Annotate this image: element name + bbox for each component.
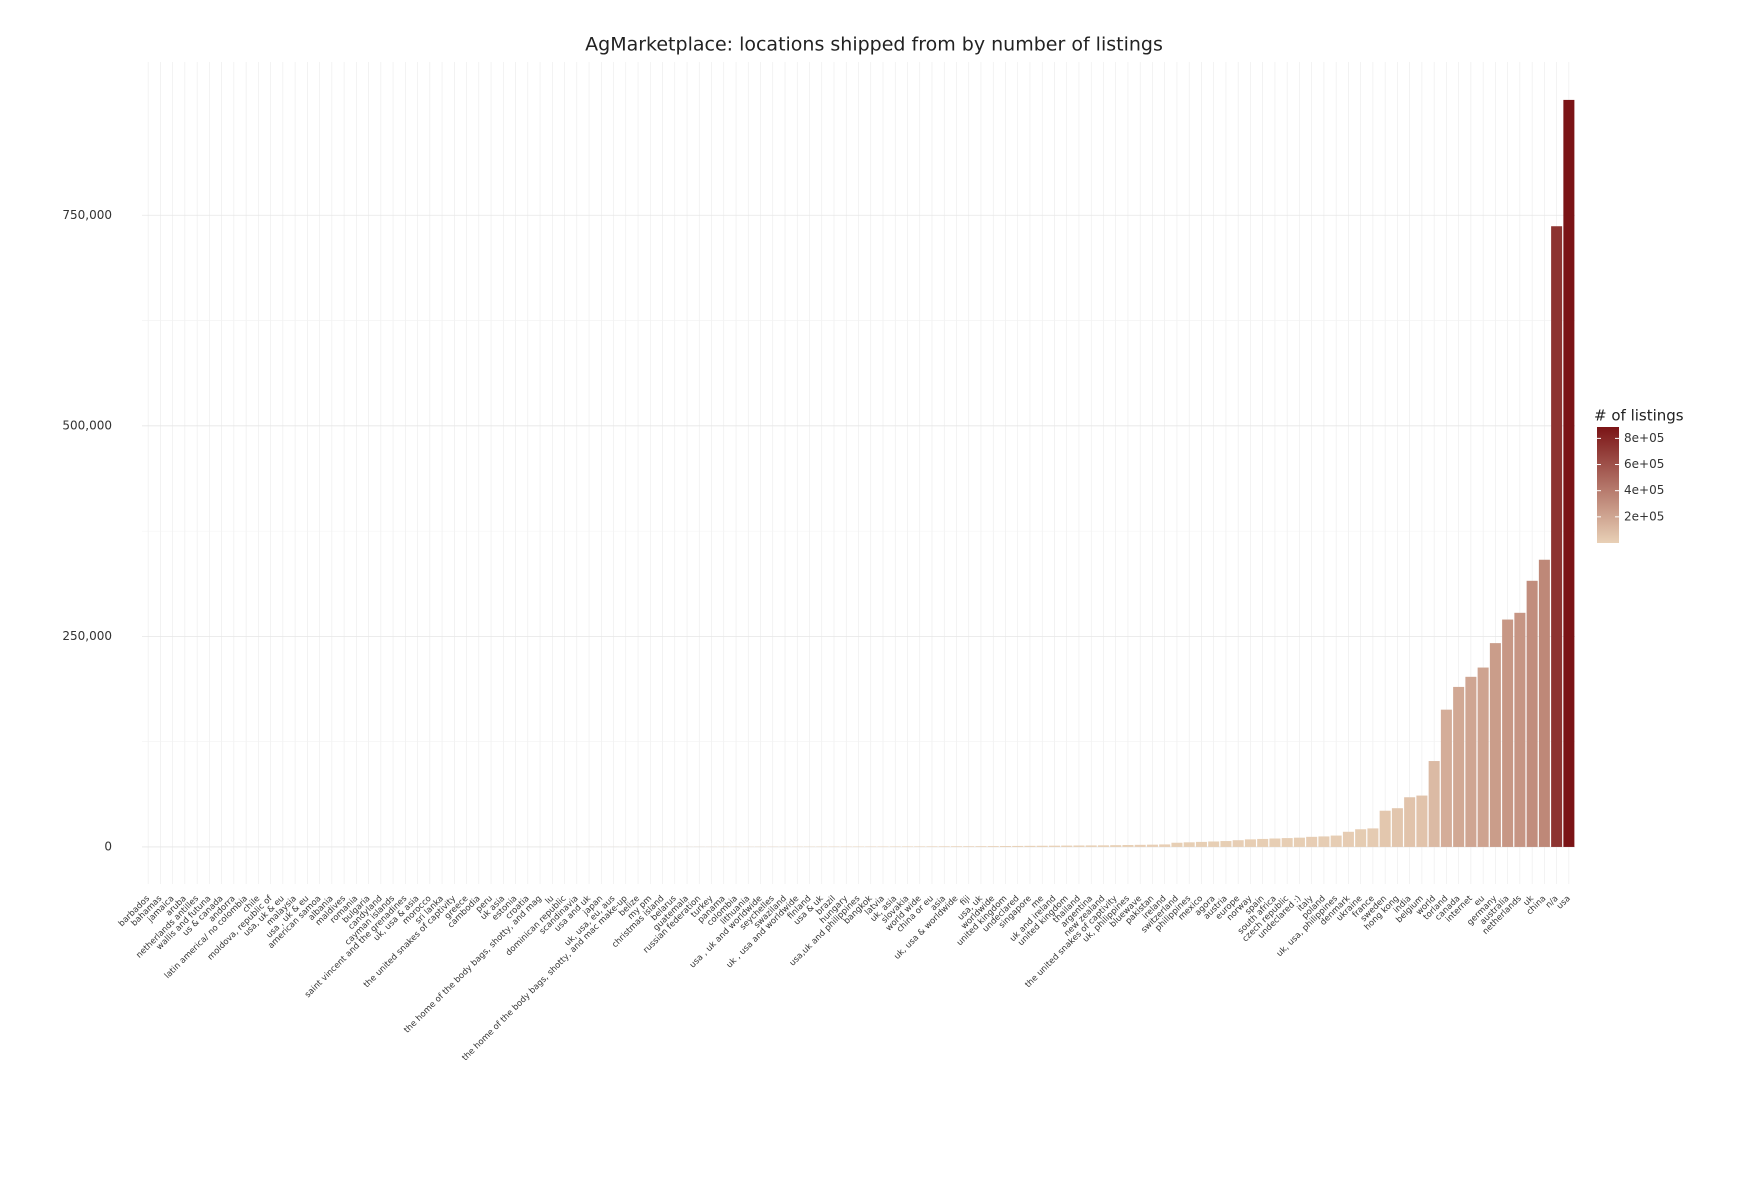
bar bbox=[1134, 844, 1146, 847]
bar bbox=[1232, 840, 1244, 847]
bar bbox=[1330, 835, 1342, 847]
bar bbox=[1416, 795, 1428, 847]
bar bbox=[1477, 667, 1489, 847]
chart-title: AgMarketplace: locations shipped from by… bbox=[585, 34, 1163, 56]
legend-tick-label: 8e+05 bbox=[1624, 431, 1664, 445]
bar bbox=[1465, 676, 1477, 847]
bar bbox=[950, 846, 962, 847]
bar bbox=[1195, 841, 1207, 847]
bar bbox=[1146, 844, 1158, 847]
bar bbox=[1122, 845, 1134, 847]
bar bbox=[1208, 841, 1220, 847]
bar bbox=[1024, 845, 1036, 847]
bar bbox=[1489, 643, 1501, 847]
bar bbox=[1514, 612, 1526, 847]
bar bbox=[1012, 845, 1024, 847]
bar bbox=[1036, 845, 1048, 847]
bar bbox=[901, 846, 914, 847]
bar bbox=[1073, 845, 1085, 847]
bar bbox=[1563, 99, 1575, 847]
legend-tick-label: 4e+05 bbox=[1624, 483, 1664, 497]
bar bbox=[1355, 829, 1367, 847]
bar bbox=[963, 846, 975, 847]
bar bbox=[1318, 836, 1330, 847]
y-tick-label: 250,000 bbox=[62, 629, 112, 643]
bar bbox=[1453, 686, 1465, 847]
bar bbox=[999, 846, 1011, 847]
colorbar bbox=[1597, 427, 1619, 543]
bar bbox=[926, 846, 938, 847]
bar bbox=[1538, 559, 1550, 847]
y-tick-label: 500,000 bbox=[62, 418, 112, 432]
bar bbox=[1183, 842, 1195, 847]
bar bbox=[1404, 797, 1416, 847]
bar bbox=[1526, 580, 1538, 847]
bar bbox=[1281, 838, 1293, 847]
bar bbox=[1269, 838, 1281, 847]
bar bbox=[938, 846, 950, 847]
bar bbox=[914, 846, 926, 847]
bar bbox=[1367, 828, 1379, 847]
legend-tick-label: 2e+05 bbox=[1624, 509, 1664, 523]
bar bbox=[1061, 845, 1073, 847]
legend-tick-label: 6e+05 bbox=[1624, 457, 1664, 471]
bar bbox=[1502, 619, 1514, 847]
bar bbox=[1428, 761, 1440, 847]
bar bbox=[1085, 845, 1097, 847]
bar bbox=[1257, 838, 1269, 847]
bar bbox=[1097, 845, 1109, 847]
y-tick-label: 750,000 bbox=[62, 208, 112, 222]
bar bbox=[1342, 831, 1354, 847]
bar bbox=[1293, 837, 1305, 847]
x-tick-label: usa bbox=[1555, 894, 1573, 912]
bar bbox=[975, 846, 987, 847]
bar bbox=[1306, 836, 1318, 847]
bar bbox=[1551, 226, 1563, 847]
bar bbox=[1220, 841, 1232, 847]
bar bbox=[1171, 842, 1183, 847]
y-tick-label: 0 bbox=[104, 839, 112, 853]
bar bbox=[1391, 808, 1403, 847]
bar bbox=[1244, 839, 1256, 847]
bar bbox=[1379, 810, 1391, 847]
bar bbox=[1048, 845, 1060, 847]
bar bbox=[1110, 845, 1122, 847]
bar bbox=[1440, 709, 1452, 847]
legend-title: # of listings bbox=[1594, 407, 1684, 425]
bar bbox=[987, 846, 999, 847]
bar bbox=[1159, 844, 1171, 847]
